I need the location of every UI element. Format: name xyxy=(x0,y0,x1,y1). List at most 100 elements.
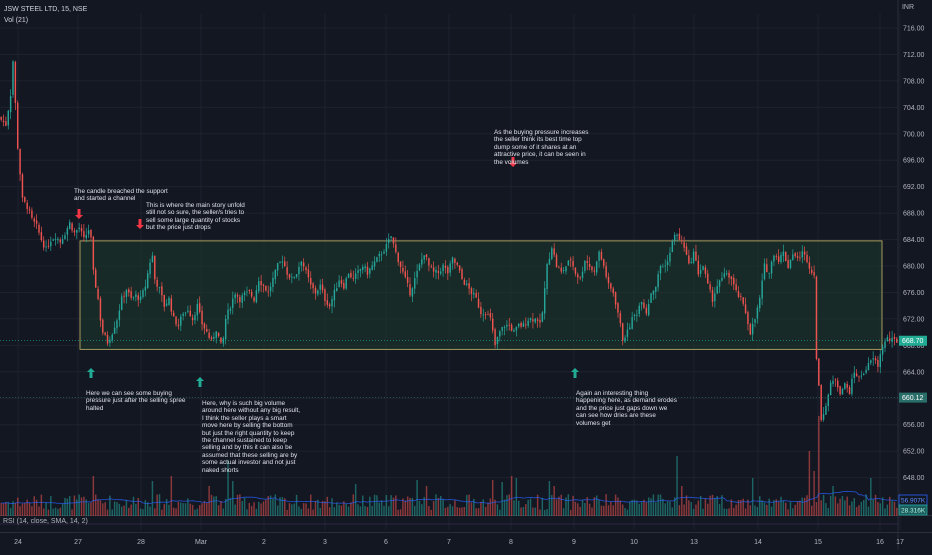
candle-body xyxy=(90,229,92,238)
volume-bar xyxy=(669,501,671,516)
volume-bar xyxy=(99,500,102,516)
candle-body xyxy=(406,277,409,283)
volume-bar xyxy=(794,504,796,516)
volume-bar xyxy=(829,495,832,516)
candle-body xyxy=(517,323,520,327)
volume-bar xyxy=(619,500,622,516)
volume-bar xyxy=(224,498,227,516)
annotation-buying-after-spree[interactable]: Here we can see some buying pressure jus… xyxy=(86,390,185,412)
candle-body xyxy=(175,316,177,325)
volume-bar xyxy=(664,503,666,516)
volume-bar xyxy=(510,476,513,516)
volume-bar xyxy=(799,500,801,516)
x-tick-label: 7 xyxy=(447,539,451,546)
candle-body xyxy=(692,251,695,263)
volume-bar xyxy=(66,498,69,516)
volume-bar xyxy=(71,509,73,516)
candle-body xyxy=(789,259,792,269)
volume-bar xyxy=(626,509,629,516)
candle-body xyxy=(640,301,643,305)
candle-body xyxy=(16,102,19,149)
candle-body xyxy=(120,296,123,310)
symbol-title[interactable]: JSW STEEL LTD, 15, NSE xyxy=(4,6,88,13)
volume-bar xyxy=(558,496,560,516)
candle-body xyxy=(636,314,638,316)
candle-body xyxy=(759,298,761,309)
annotation-arrows xyxy=(75,157,579,387)
candle-body xyxy=(321,284,324,291)
candle-body xyxy=(414,278,416,289)
volume-bar xyxy=(841,495,844,516)
candle-body xyxy=(643,302,645,308)
candle-body xyxy=(239,296,241,303)
volume-bar xyxy=(267,496,269,516)
volume-bar xyxy=(215,496,217,516)
annotation-interesting-thing[interactable]: Again an interesting thing happening her… xyxy=(576,390,677,427)
candle-body xyxy=(196,303,199,316)
candle-body xyxy=(206,328,208,332)
volume-bar xyxy=(442,499,444,516)
rsi-indicator-label[interactable]: RSI (14, close, SMA, 14, 2) xyxy=(3,518,88,525)
volume-bar xyxy=(775,499,778,516)
volume-bar xyxy=(418,500,421,516)
y-tick-label: 664.00 xyxy=(903,369,925,376)
candle-body xyxy=(465,283,468,285)
volume-bar xyxy=(324,501,326,516)
candle-body xyxy=(782,251,785,256)
annotation-big-volume[interactable]: Here, why is such big volume around here… xyxy=(202,400,300,474)
candle-body xyxy=(151,255,154,263)
volume-bar xyxy=(463,507,466,516)
volume-bar xyxy=(744,508,747,516)
volume-bar xyxy=(711,494,714,516)
candle-body xyxy=(886,337,889,341)
note-line: halted xyxy=(86,404,104,412)
volume-bar xyxy=(534,507,536,516)
x-tick-label: 24 xyxy=(14,539,22,546)
candle-body xyxy=(610,283,612,289)
volume-bar xyxy=(373,494,376,516)
candle-body xyxy=(224,318,227,340)
candle-body xyxy=(402,267,404,272)
candle-body xyxy=(54,239,57,240)
volume-bar xyxy=(291,504,293,516)
annotation-buying-pressure[interactable]: As the buying pressure increases the sel… xyxy=(494,129,589,166)
volume-bar xyxy=(19,506,21,516)
candle-body xyxy=(619,313,622,324)
candle-body xyxy=(775,255,778,257)
volume-bar xyxy=(439,495,442,516)
note-line: can see how dries are these xyxy=(576,412,656,420)
volume-bar xyxy=(411,497,414,516)
candle-body xyxy=(487,314,489,315)
candle-body xyxy=(489,313,492,318)
volume-bar xyxy=(404,500,407,516)
candle-body xyxy=(773,255,775,262)
volume-bar xyxy=(532,507,534,516)
volume-bar xyxy=(64,497,66,516)
volume-bar xyxy=(196,508,199,516)
annotation-breach[interactable]: The candle breached the support and star… xyxy=(74,188,168,203)
volume-bar xyxy=(26,499,28,516)
annotation-main-story[interactable]: This is where the main story unfold stil… xyxy=(146,202,245,232)
candle-body xyxy=(144,286,147,291)
candle-body xyxy=(662,266,664,268)
candle-body xyxy=(78,227,80,230)
volume-bar xyxy=(813,471,815,516)
candle-body xyxy=(61,239,64,244)
candle-body xyxy=(844,383,846,390)
candle-body xyxy=(742,297,744,304)
volume-bar xyxy=(496,504,499,516)
y-tick-label: 668.00 xyxy=(903,343,925,350)
volume-bar xyxy=(54,507,57,516)
volume-bar xyxy=(737,499,740,516)
volume-bar xyxy=(870,478,872,516)
volume-bar xyxy=(522,506,525,516)
volume-bar xyxy=(553,486,555,516)
volume-bar xyxy=(863,500,865,516)
volume-indicator-label[interactable]: Vol (21) xyxy=(4,17,29,24)
volume-bar xyxy=(789,502,792,516)
candle-body xyxy=(248,290,251,291)
volume-bar xyxy=(749,505,752,516)
candle-body xyxy=(740,296,742,297)
